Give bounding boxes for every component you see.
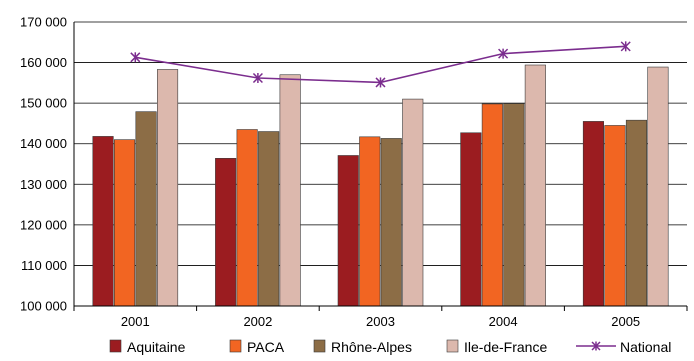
y-tick-label: 120 000 — [20, 217, 67, 232]
legend-label: National — [620, 339, 671, 355]
bar-ile-de-france-2004 — [524, 64, 546, 307]
legend-label: PACA — [247, 339, 285, 355]
bar-paca-2004 — [481, 103, 503, 307]
bar-rh-ne-alpes-2003 — [380, 138, 402, 307]
point-national-2005 — [620, 41, 631, 52]
y-tick-label: 130 000 — [20, 177, 67, 192]
legend-label: Ile-de-France — [464, 339, 547, 355]
legend-item-rh-ne-alpes: Rhône-Alpes — [313, 339, 412, 355]
legend: Aquitaine PACA Rhône-Alpes Ile-de-France Nat… — [109, 339, 671, 355]
legend-label: Aquitaine — [127, 339, 186, 355]
bar-aquitaine-2005 — [582, 121, 605, 307]
legend-item-ile-de-france: Ile-de-France — [446, 339, 547, 355]
legend-item-aquitaine: Aquitaine — [109, 339, 186, 355]
point-national-2002 — [252, 72, 263, 84]
x-tick-label: 2003 — [366, 314, 395, 329]
bar-aquitaine-2001 — [92, 136, 114, 307]
bar-aquitaine-2004 — [460, 132, 482, 307]
legend-item-paca: PACA — [229, 339, 285, 355]
bar-paca-2003 — [359, 136, 381, 307]
axes — [73, 22, 688, 311]
bar-rh-ne-alpes-2004 — [503, 103, 525, 307]
national-line — [130, 41, 631, 88]
bar-ile-de-france-2003 — [402, 98, 424, 307]
legend-swatch — [109, 339, 122, 353]
y-tick-label: 170 000 — [20, 15, 67, 30]
x-tick-label: 2005 — [611, 314, 640, 329]
bar-paca-2002 — [236, 129, 258, 307]
y-tick-label: 150 000 — [20, 96, 67, 111]
point-national-2003 — [375, 77, 386, 88]
y-tick-label: 140 000 — [20, 136, 67, 151]
bar-aquitaine-2003 — [337, 155, 359, 307]
bar-paca-2001 — [114, 139, 136, 307]
legend-item-national: National — [576, 339, 671, 355]
bar-rh-ne-alpes-2005 — [625, 119, 648, 307]
line-national — [135, 45, 626, 84]
x-tick-label: 2004 — [489, 314, 518, 329]
bar-ile-de-france-2001 — [157, 69, 179, 307]
bar-ile-de-france-2002 — [279, 74, 301, 307]
y-tick-label: 100 000 — [20, 299, 67, 314]
bar-ile-de-france-2005 — [647, 66, 669, 307]
point-national-2004 — [498, 48, 509, 59]
x-tick-label: 2001 — [121, 314, 150, 329]
x-tick-label: 2002 — [243, 314, 272, 329]
bars — [92, 64, 669, 307]
bar-aquitaine-2002 — [215, 158, 237, 307]
x-tick-labels: 2001 2002 2003 2004 2005 — [121, 314, 640, 329]
y-tick-label: 160 000 — [20, 55, 67, 70]
y-tick-labels: 100 000 110 000 120 000 130 000 140 000 150 0… — [20, 15, 67, 314]
y-tick-label: 110 000 — [21, 258, 67, 273]
legend-swatch — [313, 339, 326, 353]
bar-rh-ne-alpes-2002 — [258, 131, 280, 307]
bar-rh-ne-alpes-2001 — [135, 111, 157, 307]
legend-label: Rhône-Alpes — [331, 339, 412, 355]
legend-swatch — [446, 339, 459, 353]
legend-swatch — [229, 339, 242, 353]
point-national-2001 — [130, 52, 141, 63]
bar-paca-2005 — [604, 125, 626, 307]
